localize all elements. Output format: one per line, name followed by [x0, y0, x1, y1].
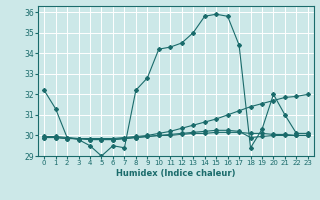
X-axis label: Humidex (Indice chaleur): Humidex (Indice chaleur): [116, 169, 236, 178]
